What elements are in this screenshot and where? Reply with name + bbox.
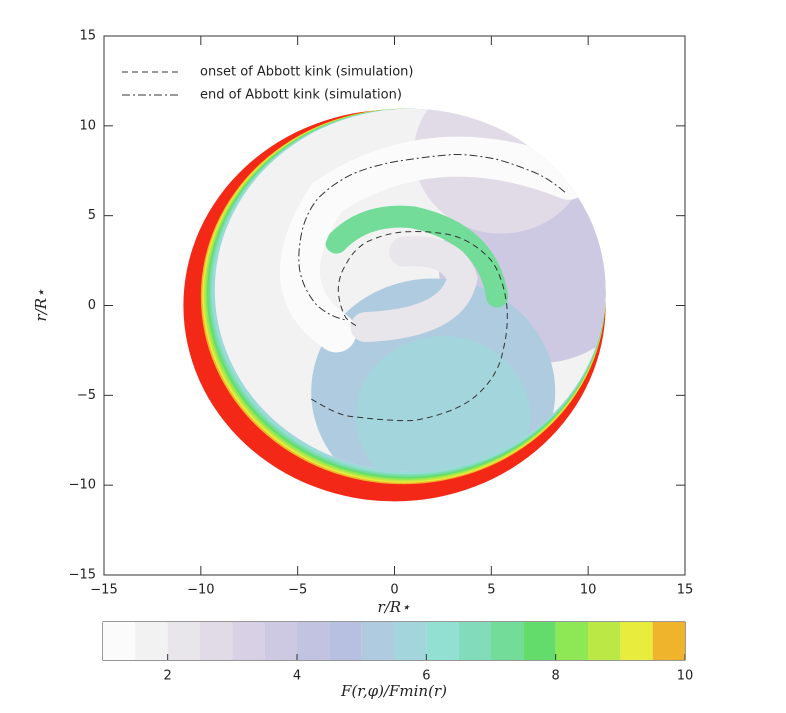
colorbar-label: F(r,φ)/Fmin(r) <box>340 682 447 700</box>
colorbar-box <box>588 622 621 660</box>
colorbar-box <box>523 622 556 660</box>
onset-curve <box>310 231 508 422</box>
y-tick-label: 10 <box>79 118 96 133</box>
y-tick-label: −15 <box>69 568 96 583</box>
colorbar-box <box>264 622 297 660</box>
colorbar-box <box>167 622 200 660</box>
colorbar-box <box>652 622 685 660</box>
y-axis-label: r/R⋆ <box>32 289 50 322</box>
colorbar-box <box>232 622 265 660</box>
colorbar-box <box>135 622 168 660</box>
colorbar-tick-label: 2 <box>164 669 172 684</box>
colorbar-box <box>200 622 233 660</box>
colorbar-box <box>620 622 653 660</box>
colorbar-tick-label: 4 <box>293 669 301 684</box>
colorbar-tick-label: 10 <box>677 669 694 684</box>
x-tick-label: −5 <box>288 583 307 598</box>
y-tick-label: 15 <box>79 29 96 44</box>
colorbar-box <box>394 622 427 660</box>
colorbar-tick-label: 6 <box>422 669 430 684</box>
colorbar-box <box>103 622 136 660</box>
legend-label: onset of Abbott kink (simulation) <box>200 65 413 80</box>
colorbar-box <box>491 622 524 660</box>
contour-band <box>280 136 589 353</box>
colorbar-box <box>297 622 330 660</box>
contour-band <box>325 205 509 308</box>
x-tick-label: 0 <box>390 583 398 598</box>
y-tick-label: −5 <box>77 388 96 403</box>
end-curve <box>298 153 566 321</box>
colorbar-box <box>458 622 491 660</box>
colorbar-box <box>361 622 394 660</box>
x-tick-label: 15 <box>677 583 694 598</box>
x-tick-label: −15 <box>90 583 117 598</box>
contour-band <box>350 236 478 343</box>
x-tick-label: −10 <box>187 583 214 598</box>
colorbar-box <box>555 622 588 660</box>
colorbar-tick-label: 8 <box>552 669 560 684</box>
y-tick-label: −10 <box>69 478 96 493</box>
colorbar-box <box>426 622 459 660</box>
y-tick-label: 5 <box>88 208 96 223</box>
x-axis-label: r/R⋆ <box>378 598 411 616</box>
legend-label: end of Abbott kink (simulation) <box>200 88 402 103</box>
x-tick-label: 5 <box>487 583 495 598</box>
colorbar-box <box>329 622 362 660</box>
y-tick-label: 0 <box>88 298 96 313</box>
x-tick-label: 10 <box>580 583 597 598</box>
